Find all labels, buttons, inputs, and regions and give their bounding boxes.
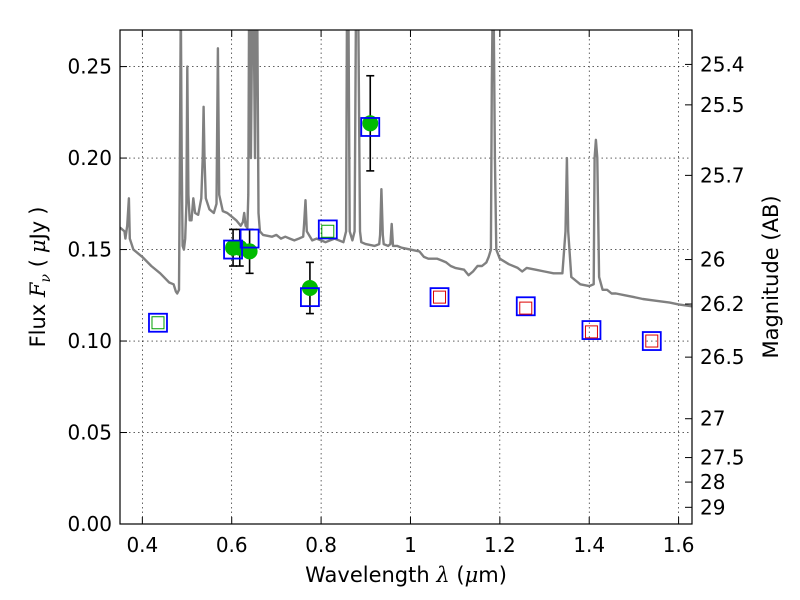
x-tick-label: 0.4 (126, 533, 158, 557)
y2-tick-label: 26.5 (700, 345, 745, 369)
y-tick-label: 0.05 (67, 421, 112, 445)
y-tick-label: 0.10 (67, 329, 112, 353)
x-axis-label: Wavelength λ (μm) (305, 563, 507, 587)
plot-background (120, 30, 692, 524)
y2-tick-label: 27 (700, 407, 725, 431)
y-tick-label: 0.20 (67, 146, 112, 170)
y-axis-label-text: Flux (26, 304, 50, 348)
model-photometry-square (581, 320, 602, 340)
y2-tick-label: 27.5 (700, 446, 745, 470)
observed-point (362, 115, 379, 132)
filter-square (645, 334, 659, 348)
x-axis-label-unit: m) (478, 563, 507, 587)
model-photometry-square (317, 219, 338, 240)
y-axis-label-paren-close: ) (26, 207, 50, 215)
filter-square (433, 290, 447, 304)
y2-tick-label: 26 (700, 248, 725, 272)
data-layer (120, 30, 692, 351)
filter-square (151, 316, 165, 330)
y-axis-label-unit: Jy (26, 221, 50, 242)
plot-frame (119, 29, 693, 525)
model-photometry-square (429, 287, 450, 308)
spectrum-line (120, 30, 692, 308)
y2-tick-label: 25.5 (700, 93, 745, 117)
filter-square (519, 301, 533, 315)
axis-ticks: 0.4 0.6 0.8 1 1.2 1.4 1.6 0.00 0.05 0.10 0.15 0.20 0… (67, 30, 745, 557)
y-tick-label: 0.00 (67, 512, 112, 536)
y-axis-label-nu: ν (38, 273, 54, 282)
x-tick-label: 0.6 (216, 533, 248, 557)
y-axis-label: Flux Fν ( μJy) (26, 207, 54, 348)
y-axis-label-mu: μ (26, 239, 50, 253)
model-photometry-square (300, 287, 320, 308)
x-axis-label-lambda: λ (435, 563, 449, 587)
x-axis-label-gap (430, 563, 437, 587)
x-axis-label-gap-2 (450, 563, 457, 587)
y2-tick-label: 29 (700, 495, 725, 519)
y-axis-label-gap-2 (26, 267, 50, 274)
y2-tick-label: 25.7 (700, 163, 745, 187)
model-photometry-square (148, 312, 168, 333)
y-axis-label-gap (26, 297, 50, 304)
x-tick-label: 1.6 (663, 533, 695, 557)
y-axis-label-paren-open: ( (26, 259, 50, 267)
x-tick-label: 0.8 (305, 533, 337, 557)
x-axis-label-paren: ( (456, 563, 464, 587)
model-photometry-square (239, 228, 260, 249)
x-tick-label: 1.4 (573, 533, 605, 557)
filter-square (584, 325, 598, 339)
y-tick-label: 0.25 (67, 55, 112, 79)
model-photometry-square (641, 331, 662, 351)
x-tick-label: 1 (404, 533, 417, 557)
y2-tick-label: 26.2 (700, 292, 745, 316)
x-axis-label-text: Wavelength (305, 563, 430, 587)
y-axis-label-F: F (26, 281, 50, 298)
y2-tick-label: 25.4 (700, 52, 745, 76)
model-photometry-square (515, 296, 536, 317)
x-axis-label-mu: μ (465, 563, 479, 587)
model-photometry-square (360, 117, 381, 137)
y2-axis-label: Magnitude (AB) (759, 195, 783, 358)
y-tick-label: 0.15 (67, 238, 112, 262)
filter-square (321, 224, 335, 238)
model-photometry-square (223, 239, 243, 260)
x-tick-label: 1.2 (484, 533, 516, 557)
observed-point (241, 243, 258, 260)
y2-tick-label: 28 (700, 470, 725, 494)
